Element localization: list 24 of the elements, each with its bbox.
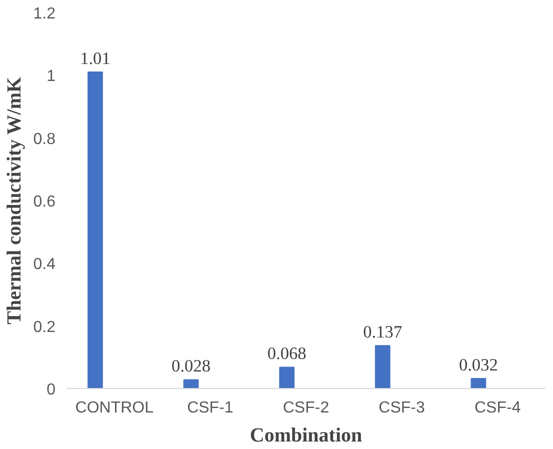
- bar: [374, 345, 390, 388]
- x-tick-label: CSF-1: [187, 400, 234, 416]
- x-tick-label: CONTROL: [75, 400, 154, 416]
- x-tick-label: CSF-3: [378, 400, 426, 416]
- x-tick-label: CSF-2: [282, 400, 330, 416]
- y-tick-label: 0.6: [33, 194, 56, 210]
- y-tick-label: 0: [46, 382, 56, 398]
- bar: [279, 366, 295, 388]
- x-axis-title: Combination: [250, 424, 362, 446]
- data-label: 0.068: [267, 344, 306, 364]
- data-label: 0.032: [458, 355, 498, 374]
- y-tick-label: 0.2: [33, 318, 56, 336]
- bar: [470, 378, 486, 388]
- data-label: 0.137: [363, 322, 402, 342]
- y-axis-title: Thermal conductivity W/mK: [3, 76, 26, 324]
- y-tick-label: 1: [46, 68, 56, 86]
- data-label: 1.01: [80, 49, 110, 68]
- data-label: 0.028: [172, 356, 211, 376]
- bar: [183, 379, 199, 388]
- y-tick-label: 1.2: [33, 6, 56, 22]
- x-tick-label: CSF-4: [474, 400, 521, 416]
- y-tick-label: 0.4: [33, 256, 56, 274]
- bar: [88, 72, 103, 388]
- y-tick-label: 0.8: [33, 130, 56, 148]
